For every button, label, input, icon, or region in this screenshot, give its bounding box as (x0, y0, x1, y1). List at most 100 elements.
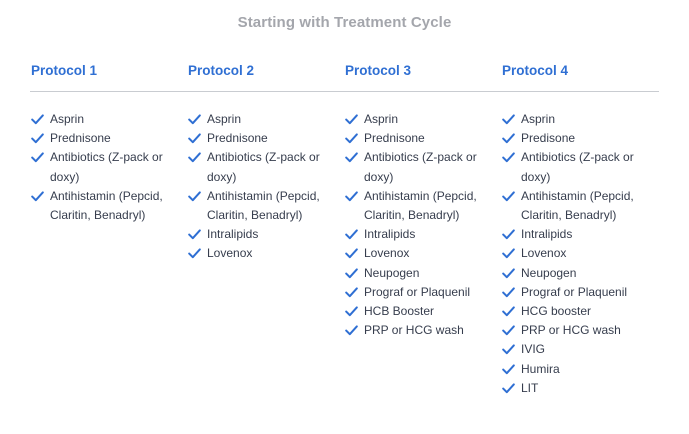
list-item-label: Antibiotics (Z-pack or doxy) (50, 150, 163, 184)
list-item: Prednisone (188, 129, 345, 148)
checkmark-icon (502, 364, 515, 375)
list-item-label: HCG booster (521, 304, 592, 319)
checkmark-icon (345, 268, 358, 279)
protocol-heading: Protocol 2 (188, 63, 255, 78)
protocol-heading: Protocol 1 (31, 63, 98, 78)
list-item: Asprin (188, 110, 345, 129)
checkmark-icon (31, 152, 44, 163)
list-item: IVIG (502, 340, 659, 359)
list-item: Intralipids (345, 225, 502, 244)
list-item-label: Intralipids (521, 227, 573, 242)
list-item: Asprin (345, 110, 502, 129)
checkmark-icon (345, 248, 358, 259)
list-item: Neupogen (502, 264, 659, 283)
list-item: Prograf or Plaquenil (502, 283, 659, 302)
checkmark-icon (31, 133, 44, 144)
checkmark-icon (502, 133, 515, 144)
list-item-label: Lovenox (521, 246, 567, 261)
checkmark-icon (345, 133, 358, 144)
protocol-heading: Protocol 4 (502, 63, 569, 78)
list-item: Prednisone (345, 129, 502, 148)
list-item: Antibiotics (Z-pack or doxy) (502, 148, 659, 186)
list-item-label: Antibiotics (Z-pack or doxy) (364, 150, 477, 184)
list-item: Neupogen (345, 264, 502, 283)
list-item-label: Asprin (364, 112, 399, 126)
protocol-heading: Protocol 3 (345, 63, 412, 78)
list-item-label: Antibiotics (Z-pack or doxy) (521, 150, 634, 184)
list-item-label: Humira (521, 361, 560, 376)
protocol-list: Asprin Predisone Antibiotics (Z-pack or do… (502, 110, 659, 398)
section-title: Starting with Treatment Cycle (237, 14, 452, 31)
list-item: Prednisone (31, 129, 188, 148)
list-item-label: Prednisone (207, 131, 268, 146)
checkmark-icon (31, 191, 44, 202)
checkmark-icon (502, 268, 515, 279)
checkmark-icon (31, 114, 44, 125)
list-item: Lovenox (502, 244, 659, 263)
list-item-label: Antihistamin (Pepcid, Claritin, Benadryl… (50, 188, 163, 223)
list-item: Antibiotics (Z-pack or doxy) (31, 148, 188, 186)
checkmark-icon (502, 114, 515, 125)
list-item-label: Neupogen (364, 265, 420, 280)
checkmark-icon (345, 229, 358, 240)
checkmark-icon (188, 133, 201, 144)
checkmark-icon (188, 248, 201, 259)
checkmark-icon (502, 325, 515, 336)
list-item-label: Antibiotics (Z-pack or doxy) (207, 150, 320, 184)
list-item-label: PRP or HCG wash (521, 323, 621, 338)
list-item: Intralipids (502, 225, 659, 244)
checkmark-icon (188, 229, 201, 240)
list-item-label: Prednisone (364, 131, 425, 146)
list-item: Asprin (31, 110, 188, 129)
checkmark-icon (502, 152, 515, 163)
list-item-label: Asprin (50, 112, 85, 126)
protocol-list: Asprin Prednisone Antibiotics (Z-pack or d… (345, 110, 502, 340)
checkmark-icon (188, 191, 201, 202)
protocol-list: Asprin Prednisone Antibiotics (Z-pack or d… (31, 110, 188, 225)
checkmark-icon (345, 191, 358, 202)
list-item: Asprin (502, 110, 659, 129)
list-item: HCG booster (502, 302, 659, 321)
list-item-label: Antihistamin (Pepcid, Claritin, Benadryl… (521, 188, 634, 223)
list-item-label: PRP or HCG wash (364, 323, 464, 338)
protocol-list: Asprin Prednisone Antibiotics (Z-pack or d… (188, 110, 345, 264)
checkmark-icon (188, 152, 201, 163)
list-item: LIT (502, 379, 659, 398)
list-item: Prograf or Plaquenil (345, 283, 502, 302)
checkmark-icon (345, 287, 358, 298)
list-item-label: IVIG (521, 342, 546, 357)
list-item: Antihistamin (Pepcid, Claritin, Benadryl… (345, 187, 502, 225)
checkmark-icon (502, 287, 515, 298)
list-item: Intralipids (188, 225, 345, 244)
header-divider (30, 91, 659, 92)
list-item: HCB Booster (345, 302, 502, 321)
list-item-label: Antihistamin (Pepcid, Claritin, Benadryl… (207, 188, 320, 223)
list-item: Antihistamin (Pepcid, Claritin, Benadryl… (502, 187, 659, 225)
checkmark-icon (502, 306, 515, 317)
checkmark-icon (345, 325, 358, 336)
checkmark-icon (345, 114, 358, 125)
list-item-label: Intralipids (364, 227, 416, 242)
list-item: PRP or HCG wash (345, 321, 502, 340)
list-item-label: LIT (521, 380, 539, 395)
list-item: Antibiotics (Z-pack or doxy) (188, 148, 345, 186)
checkmark-icon (502, 229, 515, 240)
list-item-label: Lovenox (364, 246, 410, 261)
checkmark-icon (502, 344, 515, 355)
list-item: Lovenox (188, 244, 345, 263)
list-item-label: Asprin (207, 112, 242, 126)
checkmark-icon (502, 383, 515, 394)
list-item-label: Asprin (521, 112, 556, 126)
checkmark-icon (188, 114, 201, 125)
list-item-label: Prograf or Plaquenil (364, 284, 471, 299)
checkmark-icon (345, 306, 358, 317)
list-item-label: Prednisone (50, 131, 111, 146)
list-item: Antibiotics (Z-pack or doxy) (345, 148, 502, 186)
list-item-label: Lovenox (207, 246, 253, 261)
list-item-label: HCB Booster (364, 304, 435, 319)
list-item: Antihistamin (Pepcid, Claritin, Benadryl… (31, 187, 188, 225)
list-item-label: Predisone (521, 131, 576, 146)
checkmark-icon (502, 191, 515, 202)
list-item-label: Intralipids (207, 227, 259, 242)
list-item: Predisone (502, 129, 659, 148)
